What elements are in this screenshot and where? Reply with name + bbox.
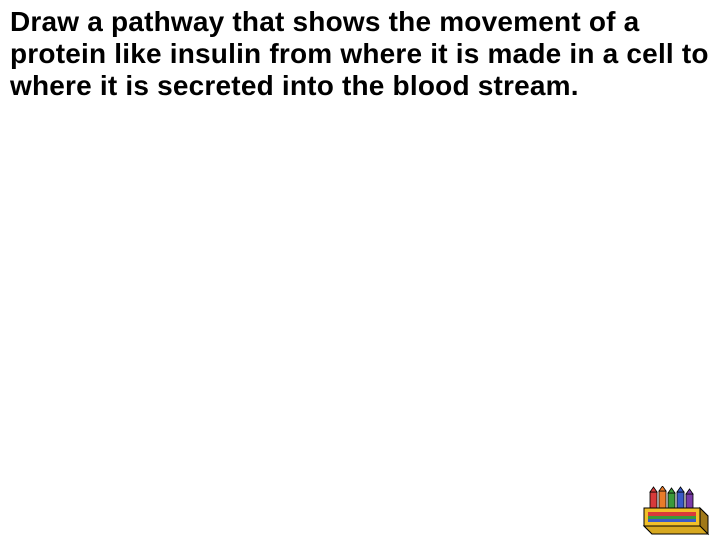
prompt-text: Draw a pathway that shows the movement o… (10, 6, 710, 103)
slide: Draw a pathway that shows the movement o… (0, 0, 720, 540)
crayon-box-icon (640, 486, 712, 538)
